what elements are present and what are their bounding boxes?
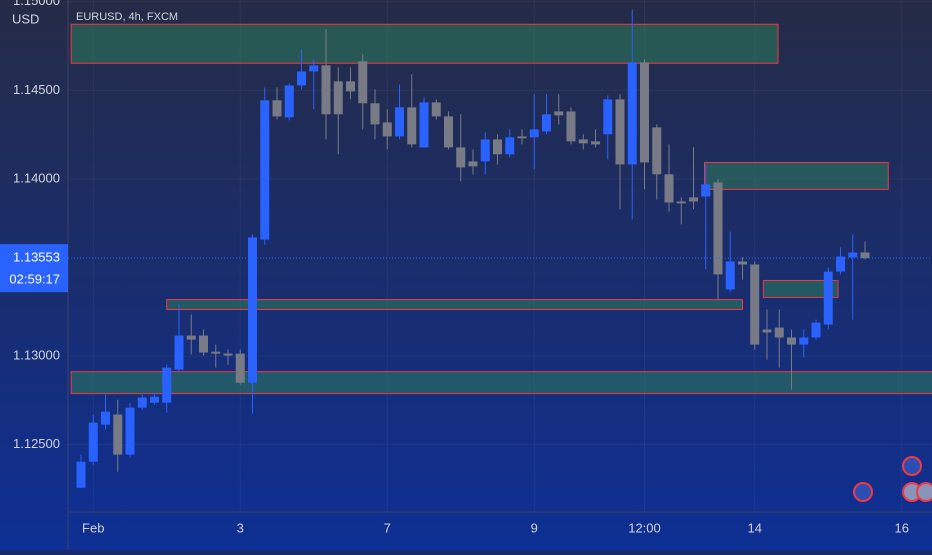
candle-body: [750, 264, 760, 345]
candle-body: [505, 137, 515, 155]
candle-body: [640, 62, 649, 163]
countdown: 02:59:17: [9, 272, 60, 287]
candle-body: [272, 100, 282, 117]
candle-body: [566, 111, 576, 142]
x-tick-label: Feb: [82, 520, 104, 535]
candle-body: [333, 81, 343, 115]
candle-body: [787, 337, 796, 345]
candle-body: [284, 85, 294, 118]
candle-body: [603, 99, 613, 135]
chart-title: EURUSD, 4h, FXCM: [76, 11, 178, 23]
candle-body: [615, 99, 625, 165]
candle-body: [578, 139, 588, 144]
candle-body: [113, 414, 123, 455]
candle-body: [150, 396, 159, 403]
candle-body: [321, 65, 331, 115]
candle-body: [407, 107, 417, 145]
candle-body: [199, 335, 208, 353]
candle-body: [493, 139, 502, 155]
candle-body: [860, 252, 870, 259]
event-icon[interactable]: [853, 482, 873, 502]
candle-body: [260, 100, 270, 240]
candle-body: [713, 182, 723, 275]
candle-body: [297, 71, 306, 86]
zone: [704, 161, 889, 190]
candle-body: [468, 161, 478, 167]
candle-body: [346, 81, 355, 92]
x-tick-label: 12:00: [628, 520, 661, 535]
candle-body: [762, 329, 772, 333]
y-tick-label: 1.14000: [13, 170, 60, 185]
candle-body: [480, 139, 490, 162]
event-icons: [853, 456, 932, 502]
candle-body: [811, 322, 821, 338]
x-tick-label: 7: [384, 520, 391, 535]
candle-body: [689, 197, 698, 202]
candle-body: [591, 141, 600, 145]
candle-body: [248, 237, 257, 383]
candle-body: [652, 127, 662, 175]
candle-body: [554, 111, 564, 116]
zone: [70, 23, 779, 64]
zone: [70, 371, 932, 395]
candle-body: [358, 61, 368, 104]
candle-body: [823, 271, 833, 325]
candle-body: [774, 327, 784, 338]
event-icon[interactable]: [902, 456, 922, 476]
plot: [68, 0, 932, 512]
candle-body: [162, 367, 172, 403]
candle-body: [738, 261, 747, 265]
candle-body: [419, 102, 429, 148]
candle-body: [444, 116, 453, 148]
y-tick-label: 1.13000: [13, 348, 60, 363]
candle-body: [836, 256, 845, 272]
candle-body: [431, 102, 441, 117]
candle-body: [529, 129, 539, 138]
candle-body: [848, 252, 858, 258]
candle-body: [88, 422, 98, 462]
last-price-label: 1.13553: [13, 250, 60, 265]
candle-body: [799, 337, 809, 345]
candle-body: [101, 411, 110, 425]
candle-body: [370, 103, 380, 125]
axis-label: USD: [12, 11, 39, 26]
x-tick-label: 9: [531, 520, 538, 535]
x-tick-label: 3: [237, 520, 244, 535]
candle-body: [223, 353, 233, 356]
candle-body: [235, 353, 245, 383]
candle-body: [542, 114, 551, 132]
candle-body: [186, 335, 196, 340]
y-tick-label: 1.15000: [13, 0, 60, 8]
candle-body: [725, 261, 735, 290]
y-tick-label: 1.12500: [13, 436, 60, 451]
candle-body: [701, 184, 711, 197]
y-tick-label: 1.14500: [13, 82, 60, 97]
x-tick-label: 14: [748, 520, 762, 535]
candle-body: [676, 201, 686, 204]
candle-body: [395, 107, 404, 137]
candle-body: [125, 407, 135, 455]
candle-body: [211, 351, 221, 354]
candle-body: [174, 335, 184, 370]
candle-body: [627, 62, 637, 165]
candle-body: [382, 122, 392, 137]
candle-body: [137, 397, 147, 408]
x-tick-label: 16: [895, 520, 909, 535]
candle-body: [664, 174, 674, 203]
zone: [762, 279, 839, 298]
candle-body: [456, 147, 466, 168]
candle-body: [309, 65, 319, 72]
event-icon[interactable]: [916, 482, 932, 502]
candle-body: [517, 136, 527, 139]
zone: [166, 299, 743, 311]
candle-body: [76, 461, 86, 488]
last-price-box: [0, 244, 68, 293]
axes: 1.12500 1.13000 1.14000 1.14500 1.15000 Feb 3 7…: [0, 0, 909, 535]
